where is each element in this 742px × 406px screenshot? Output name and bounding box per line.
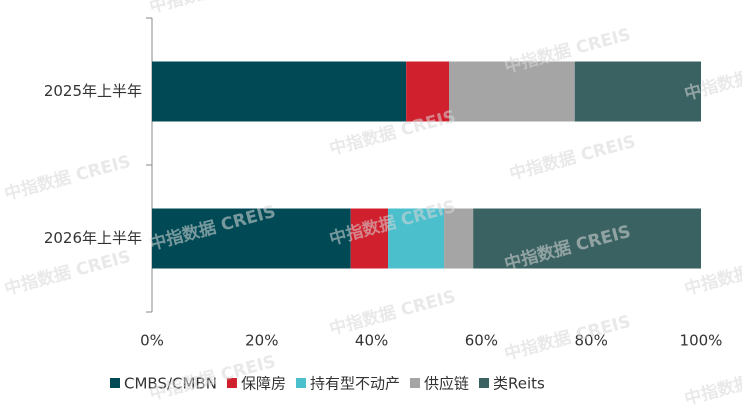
bar-segment <box>152 208 351 269</box>
legend-swatch <box>226 378 237 388</box>
legend-swatch <box>479 378 489 388</box>
legend-label: 保障房 <box>241 375 286 393</box>
bar-segment <box>473 208 701 269</box>
bar-segment <box>388 208 445 269</box>
y-tick-label: 2026年上半年 <box>44 229 142 247</box>
x-tick-label: 20% <box>245 332 278 350</box>
bar-segment <box>406 61 450 122</box>
bar-segment <box>449 61 575 122</box>
legend-swatch <box>295 378 306 388</box>
watermark: 中指数据 CREIS <box>2 246 133 300</box>
x-tick-label: 40% <box>355 332 388 350</box>
bar-segment <box>574 61 701 122</box>
y-tick-label: 2025年上半年 <box>44 82 142 100</box>
x-tick-label: 60% <box>465 332 498 350</box>
x-tick-label: 100% <box>680 332 723 350</box>
legend-swatch <box>110 378 120 388</box>
watermark: 中指数据 CREIS <box>507 131 638 185</box>
watermark: 中指数据 CREIS <box>502 311 633 365</box>
x-tick-label: 0% <box>140 332 164 350</box>
watermark: 中指数据 CREIS <box>2 151 133 205</box>
bar-segment <box>152 61 407 122</box>
legend-label: 类Reits <box>493 375 545 393</box>
legend-swatch <box>409 378 420 388</box>
bar-segment <box>350 208 389 269</box>
x-tick-label: 80% <box>575 332 608 350</box>
legend-label: CMBS/CMBN <box>124 375 217 393</box>
bar-segment <box>444 208 474 269</box>
watermark: 中指数据 CREIS <box>682 356 742 406</box>
watermark: 中指数据 CREIS <box>327 286 458 340</box>
legend-label: 供应链 <box>424 375 469 393</box>
watermark: 中指数据 CREIS <box>147 0 278 18</box>
legend-label: 持有型不动产 <box>310 375 400 393</box>
